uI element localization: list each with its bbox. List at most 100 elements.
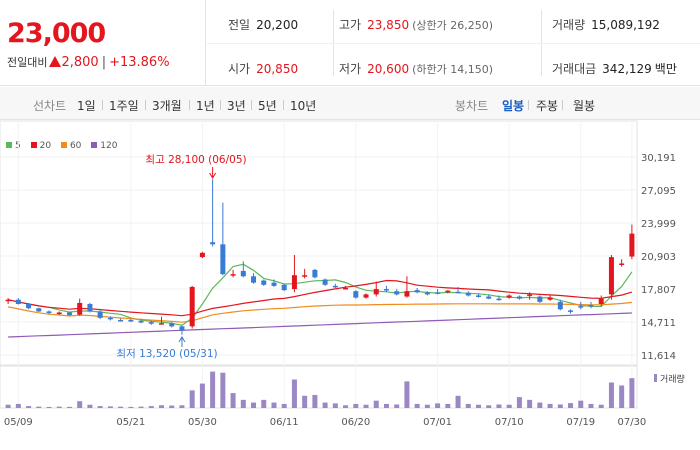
volume-bar: [189, 390, 195, 408]
volume-bar: [547, 403, 553, 408]
volume-bar: [629, 378, 635, 408]
candle-body: [230, 274, 236, 276]
candle-body: [578, 306, 584, 308]
volume-bar: [230, 393, 236, 408]
candle-body: [629, 233, 635, 257]
volume-bar: [15, 403, 21, 408]
tab-3m[interactable]: 3개월: [152, 99, 182, 113]
legend-item: 20: [30, 141, 51, 151]
ma-line-120: [8, 312, 632, 338]
volume-bar: [56, 406, 62, 408]
tab-weekly[interactable]: 주봉: [536, 99, 559, 113]
candle-body: [608, 257, 614, 295]
candle-body: [240, 270, 246, 277]
volume-bar: [251, 402, 257, 408]
volume-bar: [199, 383, 205, 408]
candle-body: [138, 321, 144, 323]
candle-body: [557, 301, 563, 310]
low-annotation: 최저 13,520 (05/31): [116, 348, 217, 360]
chart-tabs: 선차트 1일 1주일 3개월 1년 3년 5년 10년 봉차트 일봉 주봉 월봉: [0, 87, 700, 120]
candle-body: [547, 297, 553, 300]
stat-trade-value: 거래대금 342,129 백만: [552, 62, 677, 76]
tab-monthly[interactable]: 월봉: [573, 99, 596, 113]
volume-bar: [210, 371, 216, 408]
candle-body: [5, 299, 11, 302]
volume-bar: [159, 405, 164, 408]
volume-bar: [527, 399, 533, 408]
low-arrow-head: [178, 336, 186, 343]
tab-10y[interactable]: 10년: [290, 99, 317, 113]
volume-bar: [36, 406, 42, 408]
volume-bar: [77, 401, 83, 408]
candle-body: [496, 298, 502, 301]
volume-bar: [404, 381, 410, 408]
y-tick-label: 20,903: [641, 252, 676, 263]
volume-bar: [87, 404, 93, 408]
volume-bar: [496, 404, 502, 408]
candle-body: [373, 289, 379, 295]
change-amount: 2,800: [61, 55, 99, 70]
candle-body: [394, 291, 400, 295]
volume-bar: [363, 404, 369, 408]
candle-body: [107, 317, 113, 320]
volume-bar: [486, 405, 492, 408]
candle-body: [148, 322, 154, 324]
candle-body: [312, 269, 318, 278]
volume-bar: [169, 405, 175, 408]
candle-body: [404, 291, 410, 297]
tab-1w[interactable]: 1주일: [109, 99, 139, 113]
volume-bar: [118, 406, 124, 408]
x-tick-label: 06/20: [341, 417, 370, 428]
change-percent: +13.86%: [109, 55, 170, 70]
candle-body: [291, 275, 297, 290]
candle-body: [87, 303, 93, 312]
volume-bar: [240, 399, 246, 408]
volume-bar: [557, 404, 563, 408]
candle-body: [455, 291, 461, 294]
volume-bar: [281, 403, 287, 408]
x-tick-label: 07/10: [495, 417, 524, 428]
volume-bar: [353, 403, 359, 408]
volume-bar: [220, 372, 226, 408]
up-triangle-icon: [49, 56, 62, 67]
candle-body: [159, 323, 164, 325]
y-tick-label: 27,095: [641, 186, 676, 197]
divider: [207, 43, 700, 44]
volume-bar: [455, 395, 461, 408]
price-pane-frame: [0, 120, 638, 366]
candle-body: [568, 310, 574, 312]
y-tick-label: 14,711: [641, 318, 676, 329]
tab-5y[interactable]: 5년: [258, 99, 277, 113]
volume-bar: [578, 400, 584, 408]
volume-pane-frame: [0, 365, 638, 409]
candle-body: [383, 289, 389, 291]
tab-3y[interactable]: 3년: [227, 99, 246, 113]
candle-body: [506, 295, 512, 298]
volume-bar: [537, 402, 543, 408]
volume-bar: [138, 406, 144, 408]
tab-1y[interactable]: 1년: [196, 99, 215, 113]
tab-1d[interactable]: 1일: [77, 99, 96, 113]
stat-low: 저가 20,600 (하한가 14,150): [339, 62, 494, 76]
candle-body: [36, 308, 42, 312]
candle-body: [445, 290, 451, 293]
y-tick-label: 11,614: [641, 351, 676, 362]
volume-bar: [148, 406, 154, 408]
candle-body: [363, 294, 369, 298]
high-annotation: 최고 28,100 (06/05): [145, 154, 246, 166]
candle-body: [251, 276, 257, 283]
stat-open: 시가 20,850: [228, 62, 299, 76]
candle-body: [588, 305, 594, 307]
volume-bar: [128, 406, 134, 408]
tab-daily[interactable]: 일봉: [502, 99, 525, 113]
candle-body: [179, 326, 185, 331]
volume-bar: [261, 399, 267, 408]
ma-line-5: [7, 263, 633, 326]
x-tick-label: 07/01: [423, 417, 452, 428]
volume-bar: [608, 382, 614, 408]
candle-body: [302, 275, 308, 277]
volume-bar: [424, 404, 430, 408]
candle-body: [424, 292, 430, 295]
candle-body: [169, 323, 175, 327]
